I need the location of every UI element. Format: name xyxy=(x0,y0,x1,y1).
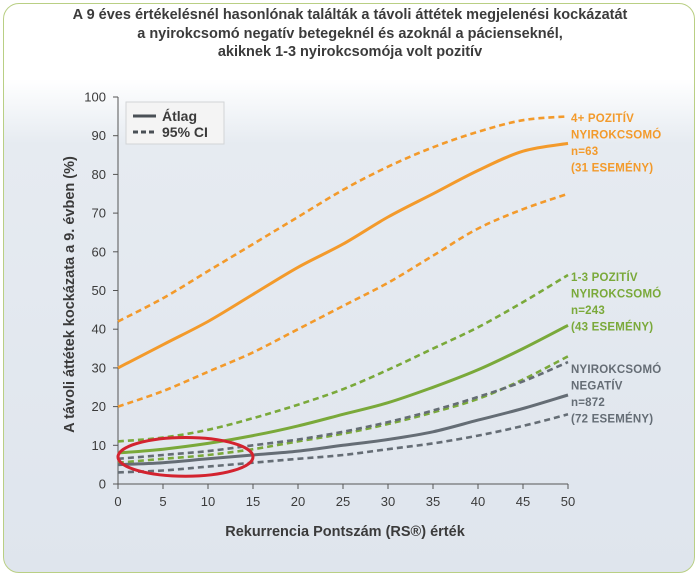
highlight-ellipse xyxy=(116,436,255,478)
ci-lower-line xyxy=(117,192,569,408)
series-annotation-line: (43 ESEMÉNY) xyxy=(571,321,653,334)
ci-lower-line xyxy=(117,413,569,474)
series-annotation-line: NEGATÍV xyxy=(571,380,623,393)
series-group-1 xyxy=(117,115,569,408)
series-annotation-line: NYIROKCSOMÓ xyxy=(571,288,661,301)
y-tick-label: 90 xyxy=(92,128,106,143)
series-annotation-line: NYIROKCSOMÓ xyxy=(571,363,661,376)
mean-line xyxy=(117,141,569,370)
x-tick-label: 30 xyxy=(381,494,395,509)
y-tick-label: 40 xyxy=(92,322,106,337)
chart-title: A 9 éves értékelésnél hasonlónak találtá… xyxy=(0,6,700,62)
series-annotation-line: n=63 xyxy=(571,146,598,158)
y-tick-label: 30 xyxy=(92,360,106,375)
x-axis-label: Rekurrencia Pontszám (RS®) érték xyxy=(225,524,465,540)
legend-box xyxy=(125,101,225,145)
highlight-layer xyxy=(116,436,255,478)
series-group-3 xyxy=(117,360,569,474)
y-tick-label: 80 xyxy=(92,167,106,182)
x-tick-label: 35 xyxy=(426,494,440,509)
legend-label: 95% CI xyxy=(162,124,208,140)
y-tick-label: 10 xyxy=(92,438,106,453)
y-tick-label: 70 xyxy=(92,206,106,221)
x-tick-label: 45 xyxy=(516,494,530,509)
y-tick-label: 60 xyxy=(92,244,106,259)
ci-upper-line xyxy=(117,360,569,461)
x-tick-label: 50 xyxy=(561,494,575,509)
y-axis-label: A távoli áttétek kockázata a 9. évben (%… xyxy=(62,156,78,433)
series-annotation-line: n=872 xyxy=(571,397,605,409)
x-tick-label: 0 xyxy=(114,494,121,509)
x-tick-label: 20 xyxy=(291,494,305,509)
x-tick-label: 40 xyxy=(471,494,485,509)
y-tick-label: 0 xyxy=(99,477,106,492)
series-annotation-line: (72 ESEMÉNY) xyxy=(571,413,653,426)
series-annotation-line: 1-3 POZITÍV xyxy=(571,271,638,284)
ci-lower-line xyxy=(117,355,569,464)
x-tick-label: 25 xyxy=(336,494,350,509)
annotations: 4+ POZITÍV NYIROKCSOMÓ n=63 (31 ESEMÉNY) 1-3… xyxy=(571,112,661,426)
ci-upper-line xyxy=(117,273,569,443)
title-line-1: A 9 éves értékelésnél hasonlónak találtá… xyxy=(72,7,628,23)
x-tick-label: 15 xyxy=(246,494,260,509)
series-annotation-line: NYIROKCSOMÓ xyxy=(571,129,661,142)
x-tick-label: 10 xyxy=(201,494,215,509)
title-line-2: a nyirokcsomó negatív betegeknél és azok… xyxy=(137,25,563,42)
mean-line xyxy=(117,393,569,467)
series-annotation-line: 4+ POZITÍV xyxy=(571,112,634,125)
title-line-3: akiknek 1-3 nyirokcsomója volt pozitív xyxy=(217,44,483,60)
legend-label: Átlag xyxy=(162,108,197,124)
x-tick-label: 5 xyxy=(159,494,166,509)
series-annotation-line: (31 ESEMÉNY) xyxy=(571,162,653,175)
mean-line xyxy=(117,323,569,455)
series-group-2 xyxy=(117,273,569,464)
series-annotation-line: n=243 xyxy=(571,305,605,317)
y-tick-label: 100 xyxy=(84,90,106,105)
series-layer xyxy=(117,115,569,474)
ci-upper-line xyxy=(117,115,569,323)
y-tick-label: 50 xyxy=(92,283,106,298)
axes: 0 10 20 30 40 50 60 70 80 90 100 0 5 10 15 20 25 30 35 40 45… xyxy=(84,90,575,510)
y-tick-label: 20 xyxy=(92,399,106,414)
